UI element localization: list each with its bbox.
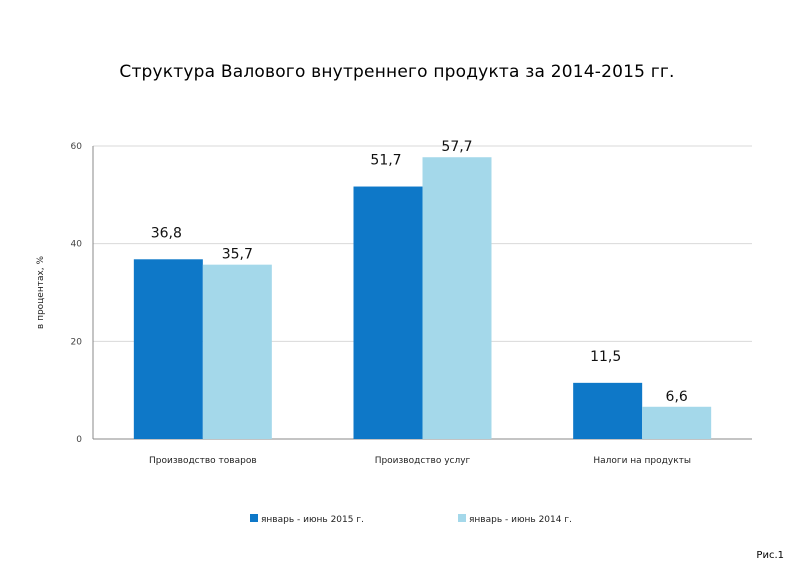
x-tick-label: Производство услуг — [375, 456, 471, 466]
bar — [202, 264, 272, 439]
y-tick-label: 40 — [71, 240, 83, 250]
figure-caption: Рис.1 — [756, 550, 784, 561]
data-label: 51,7 — [370, 153, 401, 169]
y-tick-label: 20 — [71, 337, 83, 347]
legend-label: январь - июнь 2015 г. — [261, 515, 364, 525]
legend-swatch — [458, 514, 466, 522]
bars — [133, 157, 712, 439]
x-tick-label: Производство товаров — [149, 456, 257, 466]
y-axis-label: в процентах, % — [36, 255, 46, 329]
bar — [422, 157, 492, 439]
bar — [133, 259, 203, 439]
x-tick-label: Налоги на продукты — [593, 456, 691, 466]
data-label: 35,7 — [222, 247, 253, 263]
legend-label: январь - июнь 2014 г. — [469, 515, 572, 525]
data-label: 57,7 — [441, 139, 472, 155]
bar — [353, 186, 423, 439]
y-tick-label: 0 — [76, 435, 82, 445]
y-tick-label: 60 — [71, 142, 83, 152]
legend-swatch — [250, 514, 258, 522]
data-label: 11,5 — [590, 349, 621, 365]
chart-title: Структура Валового внутреннего продукта … — [119, 62, 675, 82]
bar — [573, 382, 643, 439]
legend: январь - июнь 2015 г. январь - июнь 2014 … — [250, 514, 572, 525]
data-label: 6,6 — [666, 389, 688, 405]
data-labels: 36,8 35,7 51,7 57,7 11,5 6,6 — [151, 139, 688, 405]
data-label: 36,8 — [151, 225, 182, 241]
bar — [642, 406, 712, 439]
